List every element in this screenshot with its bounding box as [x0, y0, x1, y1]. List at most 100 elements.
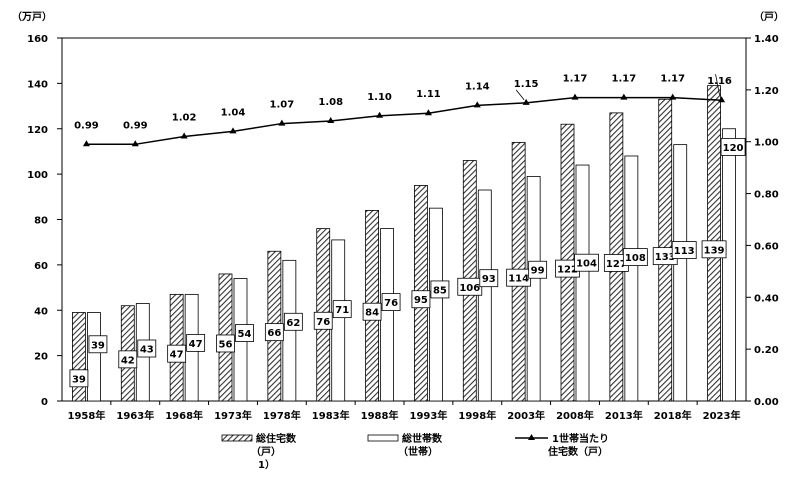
left-tick-label: 20 — [34, 352, 48, 363]
ratio-marker — [620, 93, 628, 100]
ratio-leader-line — [515, 89, 525, 101]
label-box-households — [137, 339, 157, 358]
ratio-marker — [229, 127, 237, 134]
bar-households — [331, 239, 346, 402]
ratio-marker — [376, 111, 384, 118]
bar-households — [429, 207, 443, 402]
ratio-marker — [180, 132, 188, 139]
value-label-households: 85 — [433, 285, 447, 296]
value-label-households: 99 — [531, 266, 545, 277]
label-box-houses — [313, 311, 333, 330]
legend-note-houses: 1） — [258, 458, 275, 471]
value-label-households: 43 — [140, 345, 154, 356]
left-tick-label: 40 — [34, 306, 48, 317]
right-axis-unit: （戸） — [754, 10, 784, 23]
legend-swatch-houses — [221, 434, 253, 442]
left-tick-label: 80 — [34, 216, 48, 227]
ratio-value-label: 1.15 — [514, 79, 539, 90]
ratio-marker — [669, 93, 677, 100]
ratio-value-label: 0.99 — [123, 120, 148, 131]
left-tick-label: 60 — [34, 261, 48, 272]
value-label-households: 47 — [189, 339, 203, 350]
plot-frame — [61, 37, 747, 402]
label-box-households — [381, 293, 401, 311]
left-tick-label: 160 — [27, 34, 48, 45]
label-box-houses — [264, 323, 284, 342]
value-label-houses: 56 — [219, 339, 233, 350]
x-tick-label: 2018年 — [654, 409, 692, 422]
bar-households — [722, 128, 736, 402]
legend: 総住宅数 （戸） 1） 総世帯数 （世帯） 1世帯当たり 住宅数（戸） — [221, 432, 609, 471]
left-axis-unit: （万戸） — [12, 10, 52, 23]
label-box-households — [574, 253, 599, 272]
ratio-value-label: 1.08 — [318, 97, 343, 108]
value-label-households: 71 — [335, 305, 349, 316]
x-tick-label: 1973年 — [214, 409, 252, 422]
value-label-households: 39 — [91, 340, 105, 351]
bar-households — [87, 312, 101, 402]
ratio-value-label: 1.10 — [367, 92, 392, 103]
right-tick-label: 0.80 — [754, 190, 779, 201]
value-label-households: 62 — [286, 318, 300, 329]
ratio-marker — [424, 109, 432, 116]
label-box-households — [88, 335, 108, 354]
value-label-houses: 47 — [170, 350, 184, 361]
x-tick-label: 1963年 — [116, 409, 154, 422]
legend-sub-households: （世帯） — [398, 445, 438, 458]
bar-households — [575, 164, 590, 402]
value-label-houses: 133 — [655, 252, 676, 263]
ratio-value-label: 0.99 — [74, 120, 99, 131]
x-tick-label: 2003年 — [507, 409, 545, 422]
ratio-marker — [82, 140, 90, 147]
label-box-households — [622, 248, 648, 266]
ratio-marker — [327, 116, 335, 123]
left-tick-label: 140 — [27, 79, 48, 90]
x-tick-label: 1958年 — [68, 409, 106, 422]
ratio-value-label: 1.11 — [416, 89, 441, 100]
value-label-houses: 122 — [557, 265, 578, 276]
x-tick-label: 2013年 — [605, 409, 643, 422]
x-tick-label: 2023年 — [703, 409, 741, 422]
label-box-houses — [216, 334, 235, 353]
value-label-houses: 114 — [508, 274, 529, 285]
bar-households — [673, 144, 688, 402]
right-tick-label: 1.40 — [754, 34, 779, 45]
value-label-households: 113 — [674, 246, 695, 257]
bar-households — [526, 175, 541, 402]
right-tick-label: 0.00 — [754, 397, 779, 408]
right-tick-label: 0.20 — [754, 345, 779, 356]
ratio-marker — [278, 119, 286, 126]
label-box-houses — [118, 350, 138, 369]
label-box-houses — [167, 344, 187, 363]
legend-swatch-households — [367, 434, 399, 442]
value-label-houses: 127 — [606, 259, 627, 270]
value-label-households: 104 — [576, 259, 597, 270]
label-box-households — [283, 312, 303, 331]
value-label-households: 120 — [723, 143, 744, 154]
label-box-households — [671, 241, 697, 259]
x-tick-label: 2008年 — [556, 409, 594, 422]
value-label-houses: 106 — [459, 283, 480, 294]
bar-houses — [72, 312, 86, 402]
value-label-houses: 66 — [267, 328, 281, 339]
x-tick-label: 1988年 — [361, 409, 399, 422]
ratio-value-label: 1.04 — [221, 107, 246, 118]
x-tick-label: 1983年 — [312, 409, 350, 422]
label-box-households — [528, 260, 548, 279]
value-label-households: 54 — [238, 329, 252, 340]
label-box-households — [479, 269, 499, 288]
x-tick-label: 1998年 — [458, 409, 496, 422]
bar-households — [380, 228, 394, 402]
plot-area: 0 20 40 60 80 100 120 140 160 0.00 0.20 0.40 0.60 0.8… — [27, 34, 779, 422]
value-label-houses: 139 — [704, 245, 725, 256]
value-label-houses: 39 — [72, 374, 86, 385]
ratio-leader-line — [715, 74, 720, 96]
legend-sub-ratio: 住宅数（戸） — [548, 445, 608, 458]
ratio-value-label: 1.17 — [660, 74, 685, 85]
ratio-marker — [473, 101, 481, 108]
left-tick-label: 120 — [27, 125, 48, 136]
ratio-marker — [571, 93, 579, 100]
ratio-value-label: 1.07 — [270, 100, 295, 111]
label-box-households — [430, 280, 450, 299]
